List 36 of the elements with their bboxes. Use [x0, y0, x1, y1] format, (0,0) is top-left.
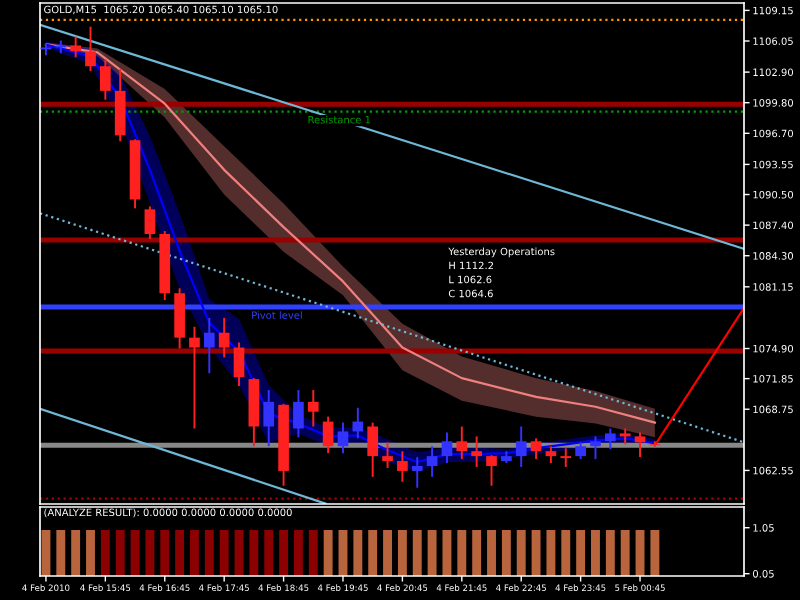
candlestick	[248, 378, 260, 447]
candlestick	[55, 40, 67, 54]
candlestick	[411, 457, 423, 488]
candlestick	[619, 428, 631, 445]
candlestick	[40, 43, 52, 56]
candlestick	[144, 206, 156, 239]
candlestick	[85, 26, 96, 72]
candlestick	[174, 288, 185, 349]
candlestick	[590, 436, 601, 460]
candlestick	[486, 455, 497, 486]
candlestick	[441, 432, 453, 464]
candlestick	[604, 428, 616, 450]
candlestick	[233, 342, 245, 387]
candlestick	[218, 317, 230, 358]
candlestick	[634, 432, 646, 458]
candlestick	[530, 438, 542, 460]
candlestick	[471, 436, 483, 467]
candlestick	[367, 422, 379, 477]
candlestick	[515, 426, 527, 467]
candlestick	[560, 448, 572, 467]
candlestick	[456, 426, 468, 460]
candlestick	[263, 390, 275, 447]
candlestick	[397, 451, 408, 482]
candlestick	[307, 390, 319, 427]
candlestick	[114, 69, 126, 142]
candlestick	[382, 442, 393, 468]
candlestick	[426, 446, 438, 477]
candlestick	[70, 36, 81, 58]
candlestick	[322, 416, 334, 454]
candlestick	[100, 59, 111, 100]
candlestick	[189, 326, 200, 429]
candlestick	[337, 422, 349, 454]
candlestick	[293, 390, 304, 438]
candlestick	[649, 441, 661, 447]
candlestick	[352, 407, 364, 439]
candlestick	[203, 317, 215, 374]
